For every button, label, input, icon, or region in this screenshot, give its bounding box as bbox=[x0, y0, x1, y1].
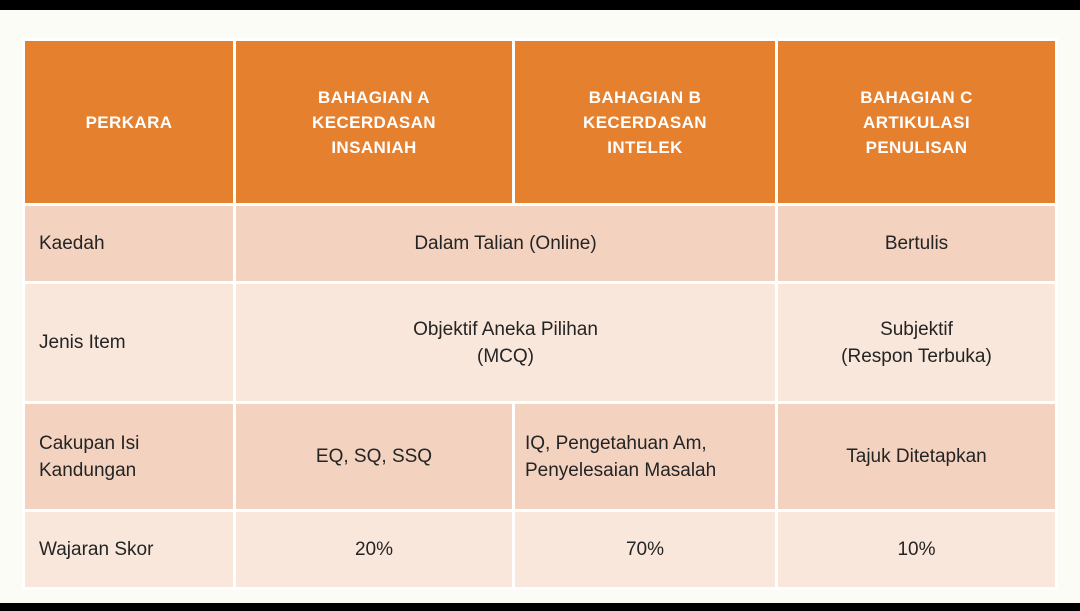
table-row-kaedah: Kaedah Dalam Talian (Online) Bertulis bbox=[22, 203, 1058, 284]
row-label-cakupan: Cakupan Isi Kandungan bbox=[22, 401, 236, 512]
header-cell-bahagian-a: BAHAGIAN A KECERDASAN INSANIAH bbox=[233, 38, 515, 206]
cell-wajaran-a: 20% bbox=[233, 509, 515, 590]
cell-wajaran-c: 10% bbox=[775, 509, 1058, 590]
exam-structure-table: PERKARA BAHAGIAN A KECERDASAN INSANIAH B… bbox=[22, 38, 1058, 590]
cell-cakupan-c: Tajuk Ditetapkan bbox=[775, 401, 1058, 512]
top-frame-bar bbox=[0, 0, 1080, 10]
table-row-jenis-item: Jenis Item Objektif Aneka Pilihan (MCQ) … bbox=[22, 281, 1058, 404]
cell-kaedah-ab: Dalam Talian (Online) bbox=[233, 203, 778, 284]
table-row-wajaran-skor: Wajaran Skor 20% 70% 10% bbox=[22, 509, 1058, 590]
cell-jenis-item-c: Subjektif (Respon Terbuka) bbox=[775, 281, 1058, 404]
table-row-cakupan: Cakupan Isi Kandungan EQ, SQ, SSQ IQ, Pe… bbox=[22, 401, 1058, 512]
cell-jenis-item-ab: Objektif Aneka Pilihan (MCQ) bbox=[233, 281, 778, 404]
cell-kaedah-c: Bertulis bbox=[775, 203, 1058, 284]
header-cell-bahagian-c: BAHAGIAN C ARTIKULASI PENULISAN bbox=[775, 38, 1058, 206]
header-cell-bahagian-b: BAHAGIAN B KECERDASAN INTELEK bbox=[512, 38, 778, 206]
table-header-row: PERKARA BAHAGIAN A KECERDASAN INSANIAH B… bbox=[22, 38, 1058, 206]
cell-cakupan-b: IQ, Pengetahuan Am, Penyelesaian Masalah bbox=[512, 401, 778, 512]
header-cell-perkara: PERKARA bbox=[22, 38, 236, 206]
bottom-frame-bar bbox=[0, 603, 1080, 611]
cell-wajaran-b: 70% bbox=[512, 509, 778, 590]
row-label-kaedah: Kaedah bbox=[22, 203, 236, 284]
cell-cakupan-a: EQ, SQ, SSQ bbox=[233, 401, 515, 512]
row-label-wajaran-skor: Wajaran Skor bbox=[22, 509, 236, 590]
row-label-jenis-item: Jenis Item bbox=[22, 281, 236, 404]
